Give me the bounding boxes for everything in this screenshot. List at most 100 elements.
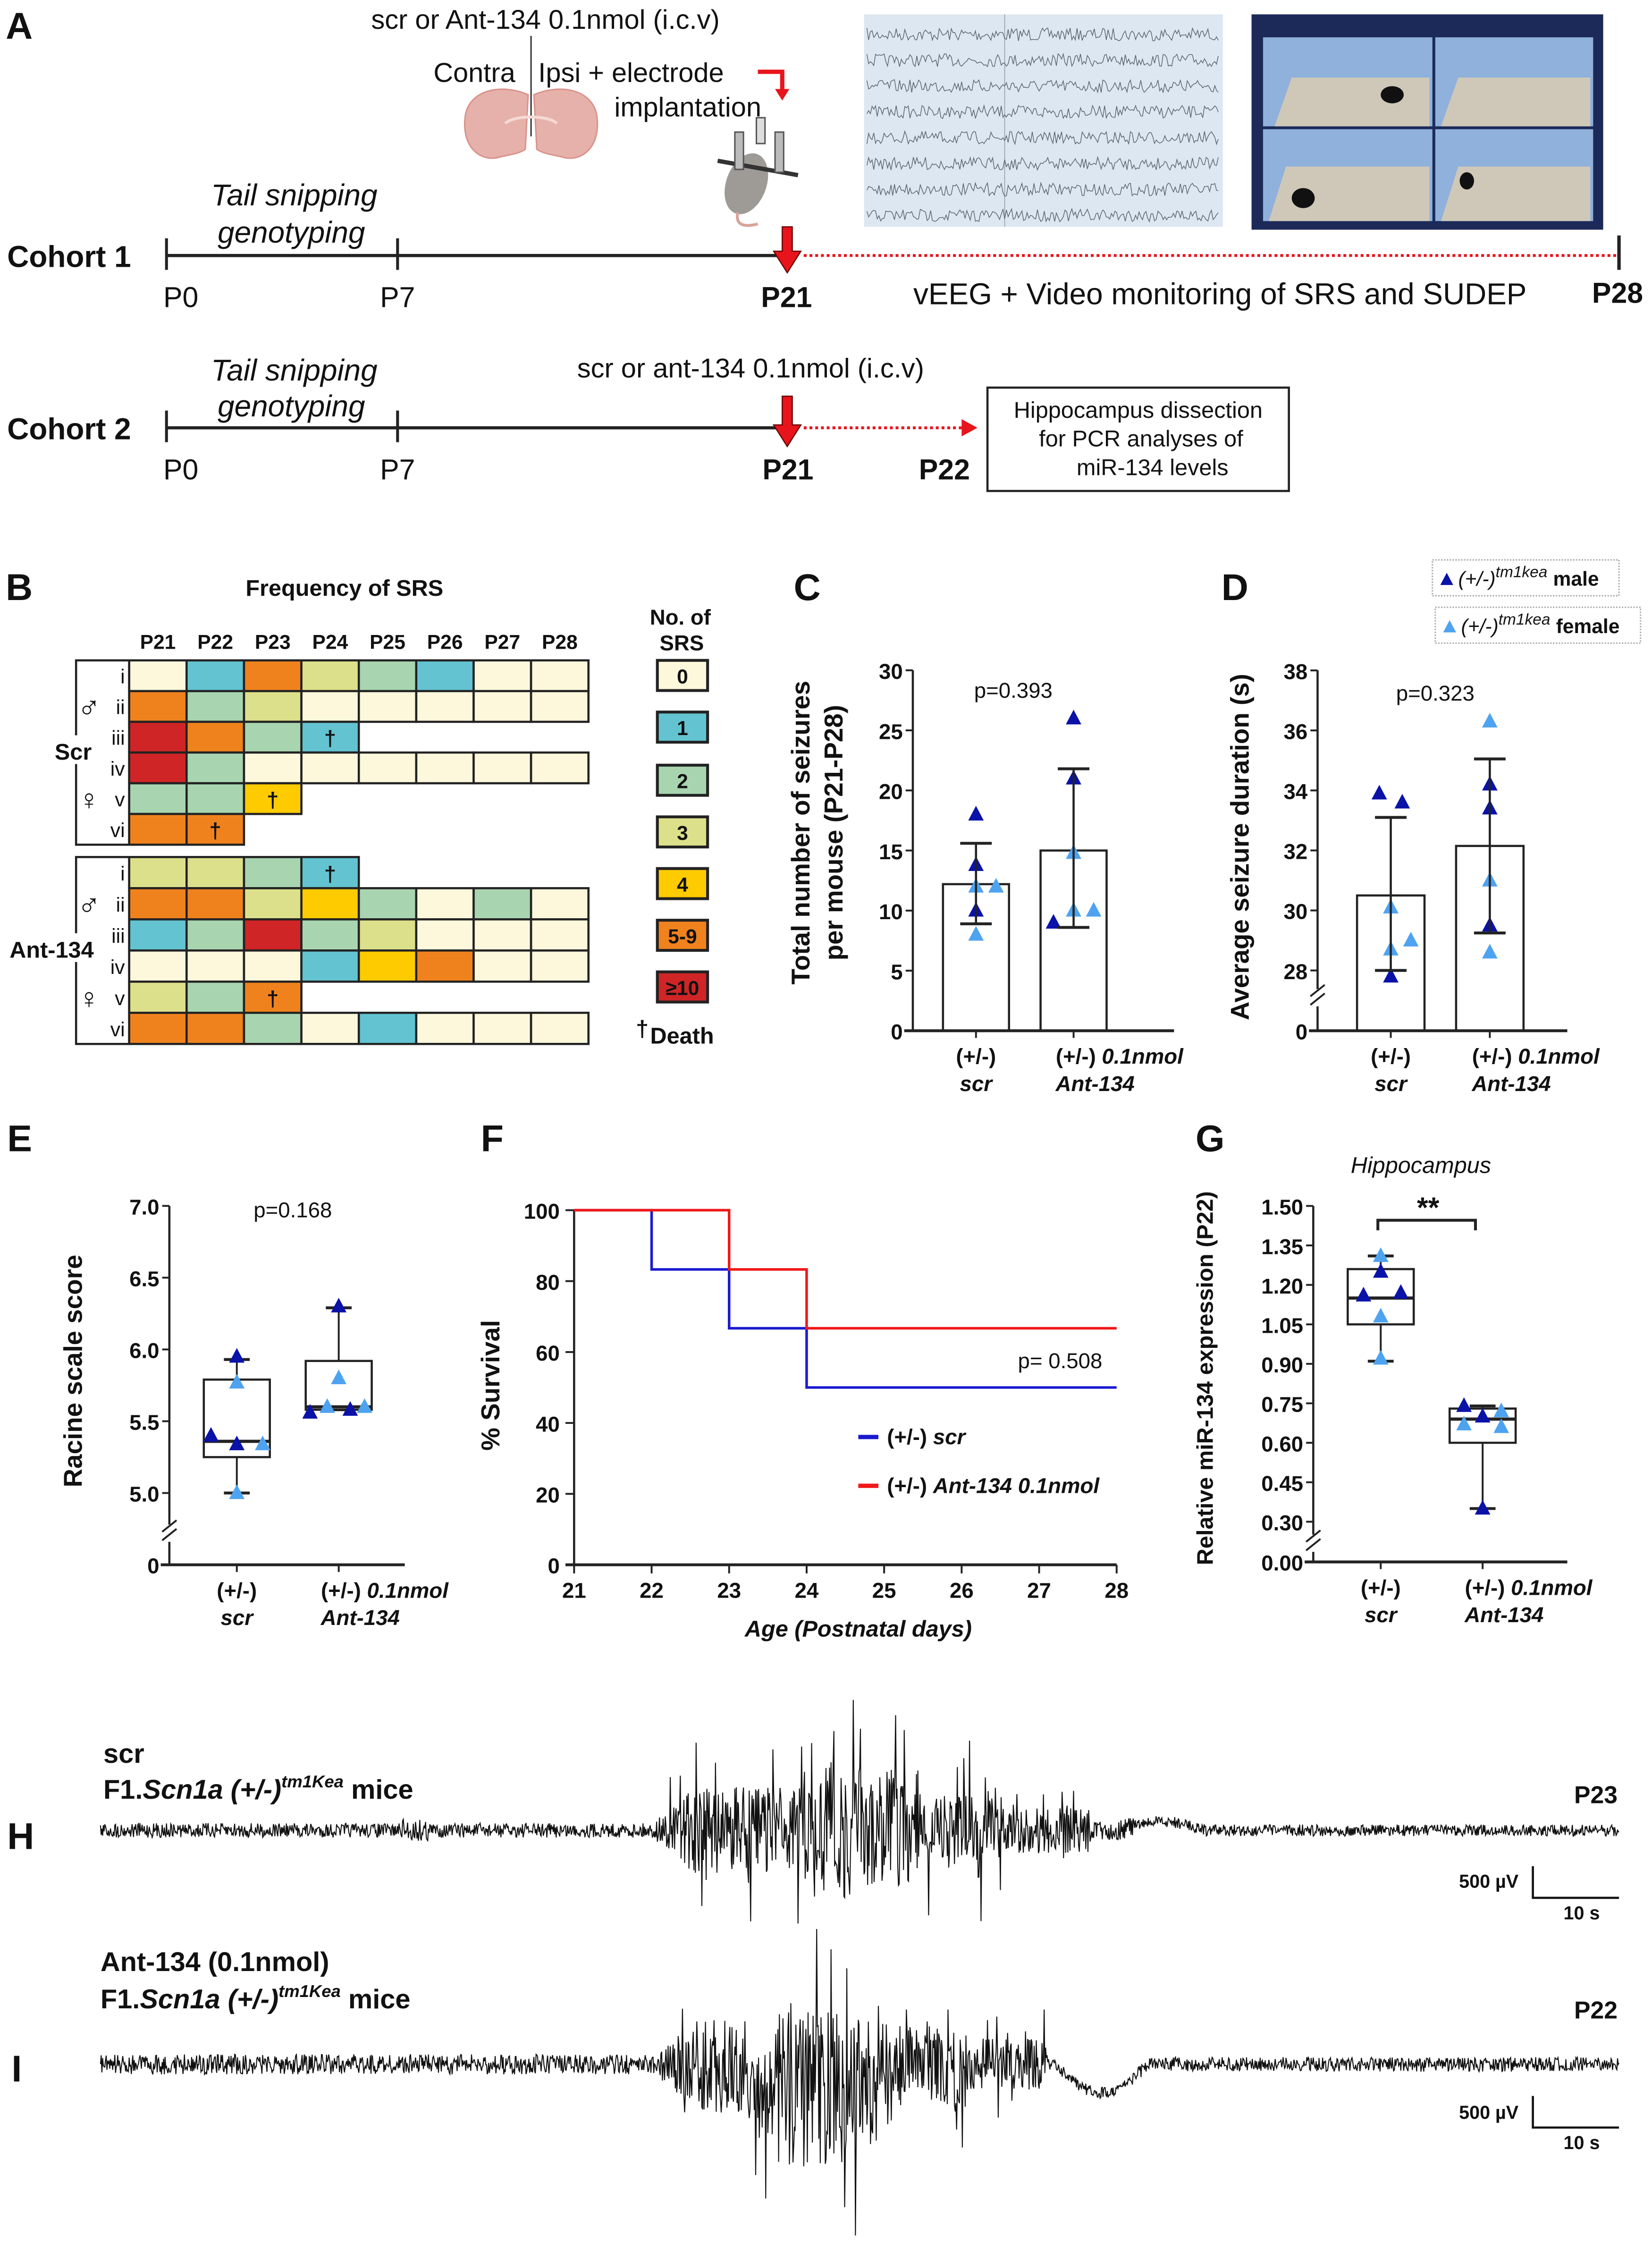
panel-label-d: D bbox=[1222, 566, 1248, 608]
dissection-box bbox=[986, 386, 1290, 492]
legend-entry: (+/-) scr bbox=[887, 1425, 966, 1449]
heatmap-cell bbox=[472, 1012, 532, 1045]
death-legend-label: Death bbox=[650, 1024, 714, 1049]
legend-sex-label: male bbox=[1553, 568, 1599, 591]
x-category-line1: (+/-) bbox=[1465, 1575, 1505, 1599]
panel-b-heatmap: B Frequency of SRS No. of SRS P21 P22 P23 P… bbox=[6, 566, 714, 1049]
injection-arrow-icon bbox=[772, 396, 802, 448]
legend-entry: (+/-)tm1kea male bbox=[1458, 563, 1599, 590]
eeg-photo-frame bbox=[864, 14, 1223, 227]
x-category-extra: 0.1nmol bbox=[1511, 1575, 1593, 1599]
heatmap-cell bbox=[185, 949, 245, 983]
cohort-1-tick-label: P0 bbox=[163, 281, 198, 313]
x-category-line1: (+/-) bbox=[1472, 1044, 1512, 1068]
x-category-label: (+/-) bbox=[1361, 1575, 1401, 1599]
panel-c-bar-chart: C 0 5 10 15 20 25 30 (+/-) scr (+/-) 0.1nmol Ant-1… bbox=[786, 566, 1184, 1096]
heatmap-cell bbox=[415, 887, 475, 921]
x-category-line1: (+/-) bbox=[1371, 1044, 1411, 1068]
cohort-2-tick-label: P22 bbox=[919, 454, 970, 486]
x-category-line1: (+/-) bbox=[1361, 1575, 1401, 1599]
male-triangle-point bbox=[229, 1348, 245, 1363]
video-cage-bottom-right bbox=[1435, 129, 1593, 221]
male-triangle-point bbox=[203, 1427, 219, 1442]
heatmap-column-label: P21 bbox=[140, 631, 176, 653]
heatmap-cell bbox=[128, 918, 188, 952]
female-symbol-icon: ♀ bbox=[78, 982, 100, 1014]
male-triangle-point bbox=[1373, 1263, 1389, 1278]
y-axis-label: Relative miR-134 expression (P22) bbox=[1192, 1191, 1218, 1565]
heatmap-cell bbox=[530, 949, 590, 983]
trace-i-suffix: mice bbox=[341, 1984, 411, 2014]
heatmap-cell bbox=[185, 751, 245, 785]
male-triangle-point bbox=[1394, 794, 1410, 809]
cohort-2-tick-label: P7 bbox=[380, 454, 415, 486]
female-triangle-point bbox=[1482, 944, 1498, 959]
x-axis-label: Age (Postnatal days) bbox=[744, 1616, 972, 1642]
y-tick-label: 30 bbox=[879, 660, 903, 684]
heatmap-cell bbox=[530, 1012, 590, 1045]
cohort-1-tick-label: P28 bbox=[1592, 277, 1643, 309]
x-tick-label: 26 bbox=[950, 1578, 974, 1602]
eeg-photo-trace-line bbox=[866, 130, 1219, 145]
cohort-1-timeline: Cohort 1 Tail snipping genotyping P0 P7 … bbox=[7, 178, 1643, 313]
female-triangle-point bbox=[229, 1484, 245, 1499]
heatmap-cell bbox=[300, 918, 360, 952]
heatmap-title: Frequency of SRS bbox=[245, 575, 443, 601]
dissection-box-line: for PCR analyses of bbox=[1039, 426, 1243, 452]
heatmap-cell bbox=[530, 887, 590, 921]
video-cage-top-left bbox=[1263, 37, 1433, 127]
heatmap-cell bbox=[357, 659, 418, 693]
heatmap-legend-label: 2 bbox=[677, 770, 688, 793]
video-cage-top-right bbox=[1435, 37, 1593, 127]
heatmap-cell bbox=[300, 1012, 360, 1045]
heatmap-legend-swatch bbox=[656, 815, 709, 849]
y-tick-label: 30 bbox=[1283, 900, 1307, 924]
x-category-line2: Ant-134 bbox=[1055, 1072, 1135, 1096]
male-triangle-point bbox=[968, 805, 984, 821]
heatmap-column-label: P26 bbox=[427, 631, 463, 653]
x-category-label: (+/-) 0.1nmol bbox=[1465, 1575, 1593, 1599]
panel-d-bar-chart: D 0 28 30 32 34 36 38 (+/-) scr (+/-) 0.1nmol Ant-… bbox=[1222, 559, 1642, 1096]
x-category-line2: Ant-134 bbox=[320, 1606, 400, 1630]
x-category-label: (+/-) 0.1nmol bbox=[1472, 1044, 1600, 1068]
trace-i-scale-voltage: 500 µV bbox=[1459, 2102, 1519, 2123]
x-tick-label: 23 bbox=[717, 1578, 741, 1602]
x-category-line1: (+/-) bbox=[321, 1578, 361, 1602]
male-triangle-point bbox=[1371, 785, 1387, 800]
heatmap-legend-label: 3 bbox=[677, 822, 688, 845]
heatmap-cell bbox=[185, 812, 245, 846]
legend-genotype: (+/-) bbox=[887, 1425, 927, 1449]
eeg-trace-h bbox=[100, 1700, 1619, 1924]
male-triangle-point bbox=[302, 1404, 318, 1419]
heatmap-cell bbox=[243, 720, 303, 754]
eeg-photo-trace-line bbox=[866, 79, 1219, 94]
monitoring-label: vEEG + Video monitoring of SRS and SUDEP bbox=[913, 277, 1526, 311]
death-marker-icon: † bbox=[324, 862, 336, 886]
heatmap-cell bbox=[415, 659, 475, 693]
heatmap-cell bbox=[185, 690, 245, 723]
x-tick-label: 24 bbox=[795, 1578, 819, 1602]
implantation-arrowhead-icon bbox=[775, 89, 790, 101]
trace-h-prefix: F1. bbox=[103, 1775, 143, 1805]
heatmap-legend-swatch bbox=[656, 867, 709, 900]
dissection-box-line: miR-134 levels bbox=[1077, 455, 1229, 481]
heatmap-cell bbox=[415, 1012, 475, 1045]
female-triangle-point bbox=[1086, 902, 1102, 917]
heatmap-cell bbox=[357, 918, 418, 952]
x-category-space bbox=[1505, 1575, 1511, 1599]
eeg-photo-trace-line bbox=[866, 52, 1219, 68]
death-marker-icon: † bbox=[267, 987, 278, 1011]
male-triangle-point bbox=[1383, 968, 1399, 983]
y-tick-label: 0 bbox=[1296, 1020, 1307, 1044]
x-category-line2: scr bbox=[960, 1072, 994, 1096]
legend-space bbox=[927, 1473, 933, 1498]
x-category-extra: 0.1nmol bbox=[1518, 1044, 1600, 1068]
heatmap-cell bbox=[300, 949, 360, 983]
legend-box bbox=[1434, 606, 1642, 644]
heatmap-cell bbox=[357, 887, 418, 921]
heatmap-cell bbox=[243, 949, 303, 983]
trace-h-scale-voltage: 500 µV bbox=[1459, 1871, 1519, 1892]
y-tick-label: 1.50 bbox=[1261, 1195, 1303, 1219]
